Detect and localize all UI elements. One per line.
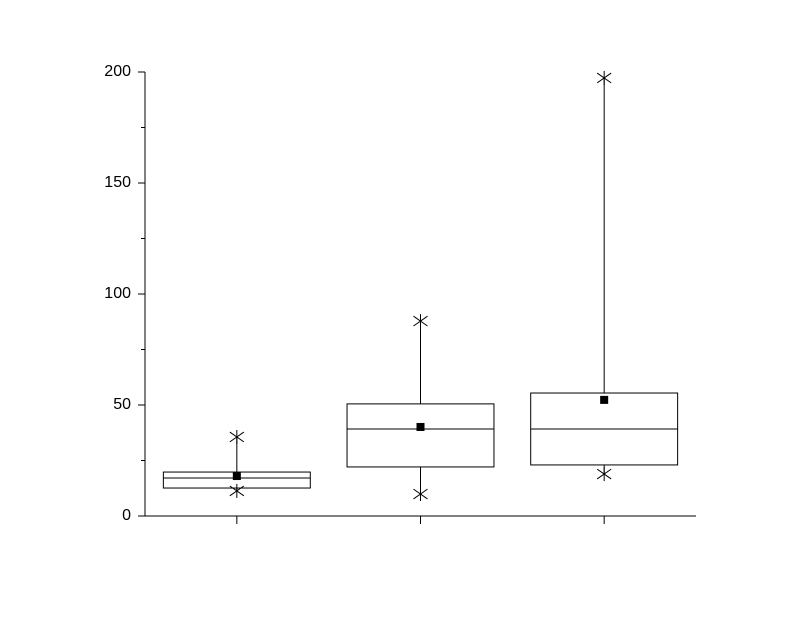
whisker-end: [596, 70, 612, 85]
box: [346, 403, 495, 468]
whisker-end: [413, 487, 428, 502]
y-tick-label: 150: [104, 174, 131, 191]
whisker-end: [413, 314, 428, 329]
whisker-end: [596, 467, 612, 482]
mean: [600, 395, 609, 404]
y-tick-label: 100: [104, 285, 131, 302]
y-tick-label: 0: [122, 507, 131, 524]
mean: [416, 422, 425, 431]
y-tick-label: 200: [104, 63, 131, 80]
whisker-end: [229, 429, 245, 444]
mean: [232, 472, 241, 481]
y-tick-label: 50: [113, 396, 131, 413]
whisker-end: [229, 483, 245, 498]
